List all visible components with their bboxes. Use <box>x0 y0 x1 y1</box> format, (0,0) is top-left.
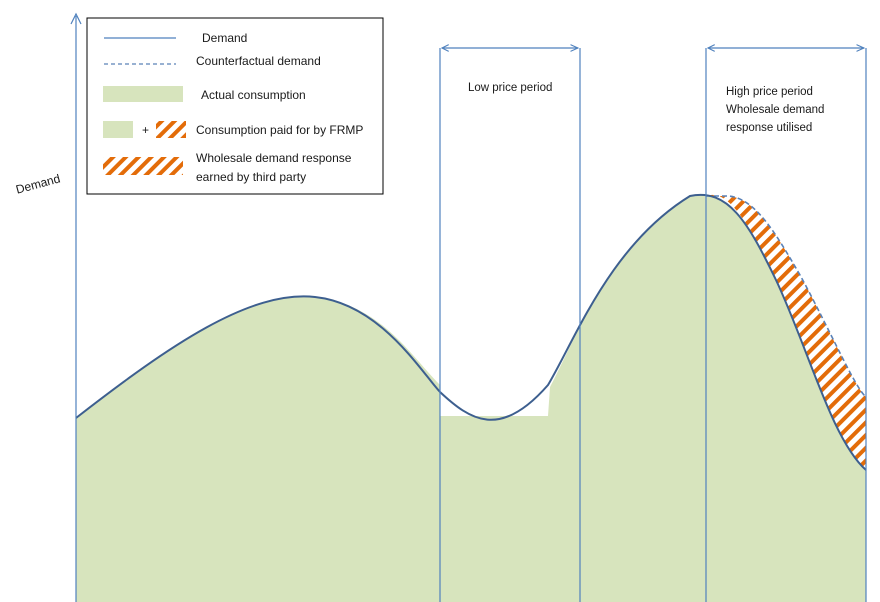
demand-line <box>75 193 867 471</box>
legend-frmp-hatch-swatch <box>156 121 186 138</box>
high-period-label-line-3: response utilised <box>726 122 812 134</box>
y-axis-arrowhead <box>70 12 82 25</box>
y-axis-label: Demand <box>14 171 61 196</box>
low-period-label: Low price period <box>468 82 552 94</box>
legend-wdr-label-line-2: earned by third party <box>196 170 306 184</box>
legend: Demand Counterfactual demand Actual cons… <box>86 17 384 195</box>
legend-actual-label: Actual consumption <box>201 88 306 102</box>
legend-actual-swatch <box>103 86 183 102</box>
legend-item-frmp: + Consumption paid for by FRMP <box>103 121 363 138</box>
legend-wdr-label-line-1: Wholesale demand response <box>196 151 352 165</box>
legend-counterfactual-label: Counterfactual demand <box>196 54 321 68</box>
legend-item-actual-consumption: Actual consumption <box>103 86 306 102</box>
high-period-label-line-2: Wholesale demand <box>726 104 824 116</box>
legend-demand-label: Demand <box>202 31 247 45</box>
low-price-period: Low price period <box>439 48 581 602</box>
legend-frmp-label: Consumption paid for by FRMP <box>196 123 363 137</box>
legend-item-demand: Demand <box>104 31 247 45</box>
actual-consumption-area <box>76 194 866 602</box>
legend-item-counterfactual: Counterfactual demand <box>104 54 321 68</box>
high-price-period: High price period Wholesale demand respo… <box>705 48 867 602</box>
counterfactual-demand-line <box>706 195 867 398</box>
high-period-label-line-1: High price period <box>726 86 813 98</box>
legend-wdr-hatch-swatch <box>103 157 183 175</box>
legend-frmp-green-swatch <box>103 121 133 138</box>
legend-item-wholesale-demand-response: Wholesale demand response earned by thir… <box>103 151 352 184</box>
legend-frmp-plus: + <box>142 123 149 137</box>
